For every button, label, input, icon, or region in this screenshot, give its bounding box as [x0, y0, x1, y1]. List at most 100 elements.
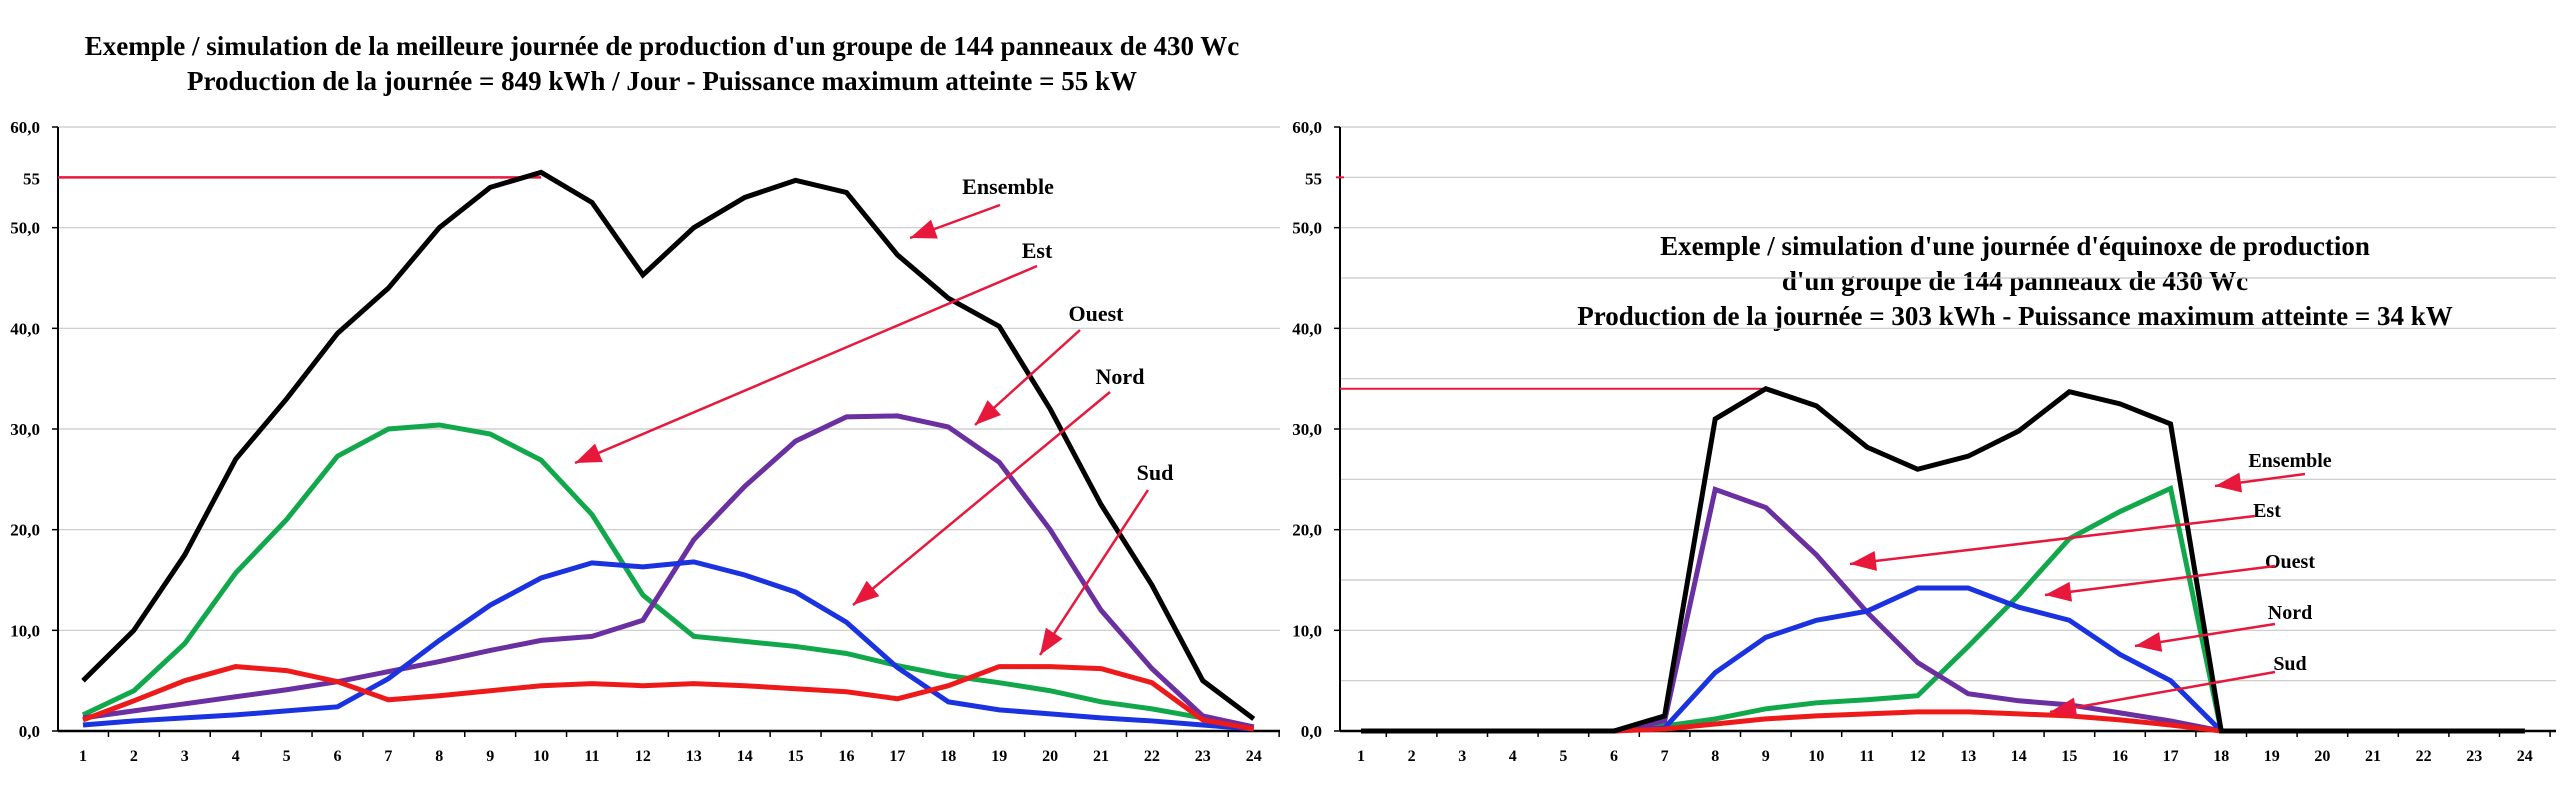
chart1-x-tick-label: 16 — [839, 748, 855, 765]
chart2-y-tick-label: 50,0 — [1292, 219, 1322, 238]
chart1-x-tick-label: 17 — [889, 748, 905, 765]
chart1-y-tick-label: 60,0 — [10, 118, 40, 137]
chart1-subtitle: Production de la journée = 849 kWh / Jou… — [187, 66, 1137, 96]
chart1-x-tick-label: 13 — [686, 748, 702, 765]
chart2-x-tick-label: 12 — [1910, 748, 1926, 765]
chart1-arrowhead-ensemble — [910, 219, 938, 239]
chart1-annotation-ensemble: Ensemble — [962, 174, 1054, 199]
chart2-x-tick-label: 17 — [2163, 748, 2179, 765]
chart1-series-nord — [82, 559, 1254, 732]
chart1-x-tick-label: 15 — [788, 748, 804, 765]
chart2-x-tick-label: 6 — [1610, 748, 1618, 765]
chart2-x-tick-label: 11 — [1859, 748, 1874, 765]
chart1-x-tick-label: 9 — [486, 748, 494, 765]
chart1-x-tick-label: 10 — [533, 748, 549, 765]
chart2-x-tick-label: 1 — [1357, 748, 1365, 765]
chart1-annotation-nord: Nord — [1096, 364, 1145, 389]
chart2-arrowhead-sud — [2050, 697, 2078, 718]
chart1-x-tick-label: 3 — [181, 748, 189, 765]
chart1-x-tick-label: 12 — [635, 748, 651, 765]
chart2-grid — [1340, 126, 2556, 682]
chart1-x-tick-label: 1 — [79, 748, 87, 765]
chart1-x-tick-label: 21 — [1093, 748, 1109, 765]
chart1-x-tick-label: 11 — [584, 748, 599, 765]
chart1-y-tick-label: 40,0 — [10, 319, 40, 338]
chart1-series-sud — [82, 664, 1255, 732]
chart2-series-sud — [1361, 709, 2525, 734]
chart1-arrowhead-nord — [853, 580, 880, 605]
chart2-y-tick-label: 20,0 — [1292, 521, 1322, 540]
chart1-arrow-sud — [1038, 489, 1150, 656]
chart2-x-tick-label: 15 — [2061, 748, 2077, 765]
chart1-arrowhead-ouest — [975, 400, 1001, 425]
chart2-x-tick-label: 20 — [2314, 748, 2330, 765]
chart2-y-tick-label: 60,0 — [1292, 118, 1322, 137]
chart2-x-tick-label: 3 — [1458, 748, 1466, 765]
chart2-x-tick-label: 7 — [1661, 748, 1669, 765]
chart1-x-tick-label: 20 — [1042, 748, 1058, 765]
chart1-title: Exemple / simulation de la meilleure jou… — [85, 31, 1240, 61]
chart1-x-tick-label: 19 — [991, 748, 1007, 765]
chart2-x-tick-label: 19 — [2264, 748, 2280, 765]
chart1-y-tick-label: 20,0 — [10, 521, 40, 540]
chart2-x-tick-label: 8 — [1711, 748, 1719, 765]
chart2-arrow-est — [1849, 514, 2256, 566]
chart1-x-tick-label: 18 — [940, 748, 956, 765]
chart1-series-est — [81, 422, 1255, 730]
chart2-subtitle: Production de la journée = 303 kWh - Pui… — [1577, 301, 2453, 331]
chart1-x-tick-label: 4 — [232, 748, 240, 765]
chart1-x-tick-label: 24 — [1246, 748, 1262, 765]
chart2-series-ensemble — [1361, 385, 2525, 734]
chart1-x-tick-label: 7 — [384, 748, 392, 765]
chart1-x-tick-label: 8 — [435, 748, 443, 765]
chart2-x-tick-label: 9 — [1762, 748, 1770, 765]
chart1-series-ouest — [82, 413, 1255, 730]
chart2-series-est — [1361, 484, 2525, 734]
chart2-annotation-nord: Nord — [2268, 602, 2312, 624]
chart1-max-marker-label: 55 — [23, 169, 40, 188]
chart2-x-tick-label: 14 — [2011, 748, 2027, 765]
chart2-annotation-sud: Sud — [2273, 653, 2306, 675]
chart2-max-marker-label: 55 — [1305, 169, 1322, 188]
chart2-x-tick-label: 18 — [2213, 748, 2229, 765]
chart2-y-tick-label: 30,0 — [1292, 420, 1322, 439]
chart1-x-tick-label: 22 — [1144, 748, 1160, 765]
chart2-x-tick-label: 22 — [2416, 748, 2432, 765]
chart2-x-tick-label: 4 — [1509, 748, 1517, 765]
chart1-annotation-sud: Sud — [1137, 460, 1174, 485]
chart2-x-tick-label: 13 — [1960, 748, 1976, 765]
chart1-x-tick-label: 14 — [737, 748, 753, 765]
chart1-y-tick-label: 50,0 — [10, 219, 40, 238]
chart1-x-tick-label: 2 — [130, 748, 138, 765]
chart2-series-ouest — [1361, 486, 2525, 734]
chart2-x-tick-label: 24 — [2517, 748, 2533, 765]
chart1-annotation-ouest: Ouest — [1069, 301, 1125, 326]
chart2-y-tick-label: 0,0 — [1301, 722, 1322, 741]
chart1-arrowhead-est — [575, 443, 603, 463]
chart2-x-tick-label: 5 — [1559, 748, 1567, 765]
chart2-arrowhead-est — [1850, 551, 1877, 571]
chart1-y-tick-label: 30,0 — [10, 420, 40, 439]
chart2-x-tick-label: 21 — [2365, 748, 2381, 765]
chart2-title-line2: d'un groupe de 144 panneaux de 430 Wc — [1782, 266, 2248, 296]
chart2-arrow-ouest — [2044, 564, 2276, 597]
chart1-arrow-nord — [852, 391, 1111, 606]
chart2-x-tick-label: 16 — [2112, 748, 2128, 765]
chart1-y-tick-label: 10,0 — [10, 621, 40, 640]
chart2-y-tick-label: 40,0 — [1292, 319, 1322, 338]
chart2-arrowhead-ensemble — [2215, 472, 2243, 493]
chart1-arrow-est — [574, 264, 1038, 465]
chart2-title: Exemple / simulation d'une journée d'équ… — [1660, 231, 2370, 261]
chart2-arrowhead-nord — [2135, 632, 2163, 652]
chart2-annotation-ouest: Ouest — [2265, 551, 2315, 573]
chart1-arrowhead-sud — [1040, 627, 1063, 655]
chart2-annotation-ensemble: Ensemble — [2248, 450, 2331, 472]
chart2-x-tick-label: 23 — [2466, 748, 2482, 765]
chart2-arrow-sud — [2049, 670, 2276, 714]
chart1-y-tick-label: 0,0 — [19, 722, 40, 741]
chart1-series-ensemble — [81, 169, 1256, 721]
chart2-annotation-est: Est — [2253, 500, 2281, 522]
